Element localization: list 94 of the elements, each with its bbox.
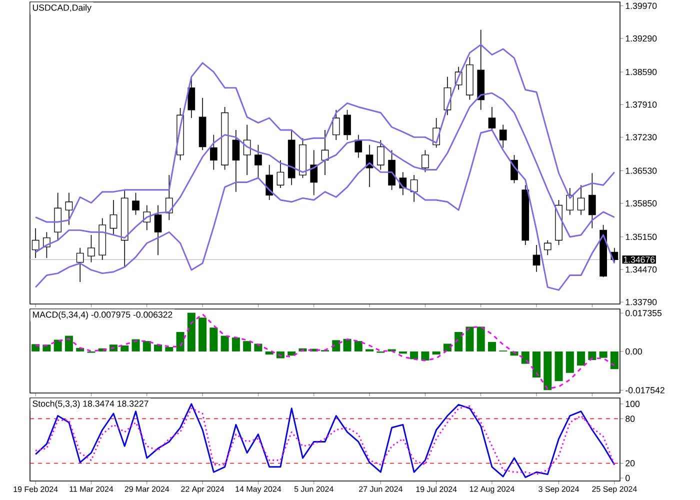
candlestick <box>65 192 73 226</box>
bar <box>566 351 574 373</box>
x-tick-label: 19 Jul 2024 <box>416 486 457 492</box>
candlestick <box>154 204 162 256</box>
bar <box>466 326 474 352</box>
y-tick-label: 80 <box>626 416 635 422</box>
candlestick <box>354 134 362 158</box>
bar <box>332 340 340 352</box>
bar <box>398 351 407 354</box>
bar <box>243 341 252 352</box>
y-tick-label: 1.35850 <box>626 200 657 206</box>
candlestick <box>588 172 596 229</box>
bar <box>588 351 596 360</box>
bar <box>354 341 362 352</box>
candlestick <box>188 77 196 118</box>
chart-title: MACD(5,34,4) -0.007975 -0.006322 <box>33 311 172 320</box>
bar <box>142 341 151 352</box>
x-tick-label: 19 Feb 2024 <box>14 486 58 492</box>
y-tick-label: 0.00 <box>626 348 642 355</box>
x-tick-label: 22 Apr 2024 <box>181 486 224 494</box>
bar <box>421 351 430 360</box>
y-tick-label: 1.33790 <box>626 298 657 306</box>
y-tick-label: -0.017542 <box>626 387 664 394</box>
bar <box>476 326 485 352</box>
candlestick <box>544 240 552 256</box>
bar <box>454 332 463 352</box>
candlestick <box>232 130 240 192</box>
bar <box>210 328 218 352</box>
candlestick <box>332 109 340 140</box>
y-tick-label: 0 <box>626 474 630 482</box>
bar <box>165 347 174 352</box>
bar <box>599 351 608 358</box>
candlestick <box>376 140 384 170</box>
ref-line-label: 1.34676 <box>624 256 655 263</box>
chart-title: Stoch(5,3,3) 18.3474 18.3227 <box>32 400 148 408</box>
y-tick-label: 1.39290 <box>626 35 657 42</box>
bar <box>488 342 496 352</box>
x-tick-label: 27 Jun 2024 <box>359 486 402 492</box>
candlestick <box>577 184 585 216</box>
candlestick <box>132 192 140 216</box>
candlestick <box>88 234 95 263</box>
x-tick-label: 25 Sep 2024 <box>592 486 637 494</box>
candlestick <box>422 150 429 173</box>
bar <box>176 332 184 352</box>
bar <box>610 351 618 370</box>
bar <box>120 345 129 352</box>
y-tick-label: 1.37230 <box>626 134 657 140</box>
bar <box>521 351 530 364</box>
bar <box>187 312 196 352</box>
bar <box>64 336 73 352</box>
candlestick <box>276 160 284 188</box>
bar <box>544 351 552 390</box>
x-tick-label: 12 Aug 2024 <box>470 486 514 494</box>
candlestick <box>254 144 262 178</box>
candlestick <box>210 134 218 170</box>
bar <box>554 351 563 382</box>
y-tick-label: 1.37910 <box>626 101 657 108</box>
candlestick <box>532 244 540 272</box>
x-tick-label: 11 Mar 2024 <box>70 486 114 492</box>
y-tick-label: 1.35150 <box>626 234 657 240</box>
candlestick <box>310 150 318 196</box>
candlestick <box>488 106 496 130</box>
y-tick-label: 1.36530 <box>626 168 657 174</box>
x-tick-label: 29 Mar 2024 <box>124 486 170 492</box>
line-series <box>34 129 616 291</box>
x-tick-label: 5 Jun 2024 <box>294 486 334 492</box>
candlestick <box>110 200 118 236</box>
y-tick-label: 100 <box>626 400 640 408</box>
x-tick-label: 3 Sep 2024 <box>538 486 579 494</box>
candlestick <box>499 124 507 148</box>
y-tick-label: 1.34470 <box>626 266 657 273</box>
bar <box>232 338 240 352</box>
bar <box>410 351 418 360</box>
y-tick-label: 1.38590 <box>626 68 657 76</box>
candlestick <box>54 192 62 241</box>
candlestick <box>344 109 351 140</box>
candlestick <box>76 248 84 282</box>
bar <box>443 344 452 352</box>
chart-title: USDCAD,Daily <box>32 4 92 12</box>
bar <box>532 351 541 378</box>
y-tick-label: 20 <box>626 460 635 466</box>
bar <box>577 351 586 366</box>
bar <box>220 336 229 352</box>
bar <box>198 318 207 352</box>
candlestick <box>266 164 274 200</box>
bar <box>254 344 262 352</box>
bar <box>54 340 62 352</box>
bar <box>343 338 352 352</box>
bar <box>432 351 440 355</box>
bar <box>132 339 140 352</box>
bar <box>154 344 162 352</box>
y-tick-label: 0.017355 <box>626 310 662 316</box>
x-tick-label: 14 May 2024 <box>236 486 282 494</box>
y-tick-label: 1.39970 <box>626 2 657 9</box>
